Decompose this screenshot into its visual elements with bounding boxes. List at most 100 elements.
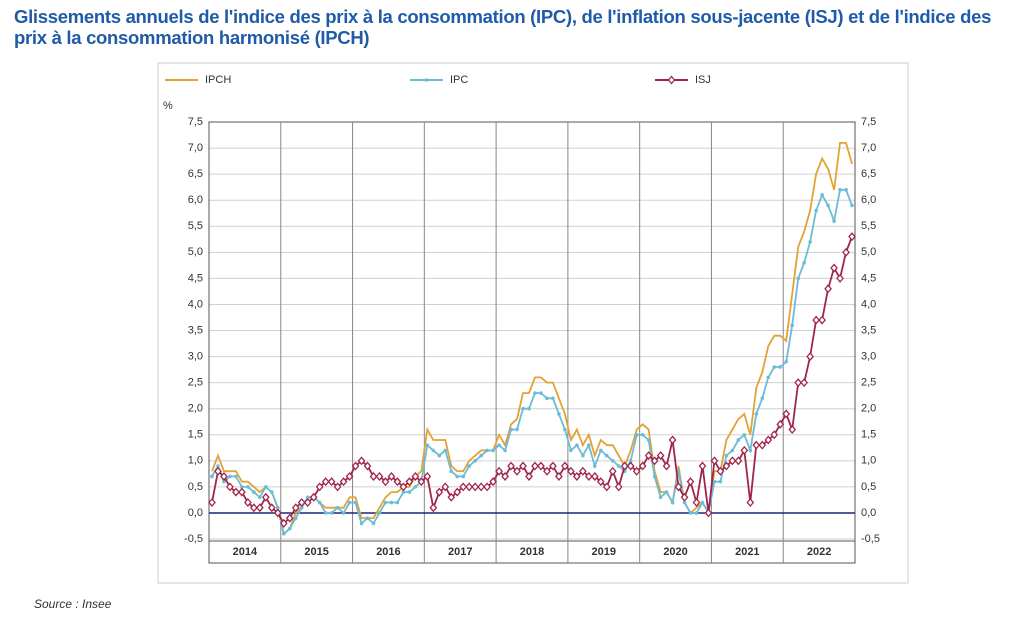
data-point — [539, 391, 543, 395]
data-point — [270, 490, 274, 494]
y-tick-label: 6,5 — [188, 168, 203, 180]
data-point — [309, 492, 318, 502]
data-point — [788, 425, 797, 435]
data-point — [363, 461, 372, 471]
y-tick-label: 4,5 — [188, 272, 203, 284]
data-point — [812, 315, 820, 325]
data-point — [252, 490, 256, 494]
data-point — [303, 498, 312, 508]
data-point — [824, 284, 832, 294]
data-point — [634, 432, 639, 437]
data-point — [692, 498, 701, 508]
data-point — [287, 526, 292, 531]
data-point — [407, 490, 412, 494]
y-tick-label: 2,0 — [188, 403, 203, 415]
data-point — [718, 479, 723, 484]
data-point — [533, 391, 537, 395]
data-point — [489, 477, 497, 487]
data-point — [471, 482, 480, 492]
data-point — [273, 508, 282, 518]
data-point — [261, 492, 270, 502]
data-point — [740, 445, 749, 455]
data-point — [240, 485, 244, 489]
data-point — [573, 471, 581, 481]
data-point — [335, 505, 340, 510]
data-point — [228, 474, 232, 479]
data-point — [598, 448, 603, 453]
x-tick-label: 2015 — [304, 546, 328, 558]
data-point — [503, 448, 507, 453]
legend-label: IPC — [450, 74, 468, 86]
data-point — [543, 466, 551, 476]
data-point — [353, 500, 358, 505]
legend-label: IPCH — [205, 74, 231, 86]
data-point — [686, 477, 695, 487]
plot-frame — [208, 121, 856, 564]
y-tick-label: 1,5 — [188, 429, 203, 441]
data-point — [216, 464, 220, 468]
data-point — [818, 315, 826, 325]
y2-tick-label: 2,0 — [861, 403, 876, 415]
data-point — [275, 505, 280, 510]
data-point — [578, 466, 587, 476]
data-point — [238, 487, 246, 497]
data-point — [632, 466, 641, 476]
data-point — [507, 461, 515, 471]
data-point — [790, 323, 794, 328]
data-point — [279, 518, 288, 528]
data-point — [351, 461, 360, 471]
data-point — [341, 511, 346, 515]
data-point — [467, 464, 471, 468]
data-point — [640, 432, 645, 437]
data-point — [694, 511, 699, 515]
data-point — [838, 187, 842, 192]
data-point — [796, 276, 800, 281]
data-point — [830, 263, 838, 273]
data-point — [620, 461, 629, 471]
data-point — [842, 247, 850, 257]
y2-tick-label: 4,0 — [861, 298, 876, 310]
data-point — [652, 474, 657, 479]
data-point — [698, 461, 707, 471]
y2-tick-label: 5,5 — [861, 220, 876, 232]
data-point — [772, 365, 777, 369]
data-point — [700, 500, 705, 505]
y-tick-label: 4,0 — [188, 298, 203, 310]
data-point — [616, 464, 621, 468]
data-point — [255, 503, 264, 513]
data-point — [800, 378, 809, 388]
data-point — [575, 443, 579, 447]
data-point — [754, 412, 759, 416]
data-point — [267, 503, 276, 513]
data-point — [281, 531, 286, 536]
data-point — [323, 511, 328, 515]
data-point — [365, 516, 370, 520]
y2-tick-label: 7,0 — [861, 142, 876, 154]
y-tick-label: 7,0 — [188, 142, 203, 154]
y2-tick-label: 2,5 — [861, 377, 876, 389]
data-point — [449, 469, 454, 474]
data-point — [784, 359, 789, 364]
data-point — [758, 440, 767, 450]
data-point — [299, 505, 304, 510]
x-tick-label: 2018 — [520, 546, 544, 558]
data-point — [246, 485, 250, 489]
x-tick-label: 2017 — [448, 546, 472, 558]
data-point — [844, 187, 848, 192]
y2-tick-label: 6,5 — [861, 168, 876, 180]
data-point — [764, 435, 773, 445]
data-point — [413, 485, 418, 489]
data-point — [567, 466, 575, 476]
data-point — [656, 451, 665, 461]
data-point — [371, 521, 376, 526]
data-point — [569, 448, 573, 453]
data-point — [794, 378, 803, 388]
y2-tick-label: -0,5 — [861, 533, 880, 545]
data-point — [688, 511, 693, 515]
data-point — [501, 471, 509, 481]
y2-tick-label: 3,0 — [861, 350, 876, 362]
y-tick-label: 1,0 — [188, 455, 203, 467]
y-tick-label: 6,0 — [188, 194, 203, 206]
